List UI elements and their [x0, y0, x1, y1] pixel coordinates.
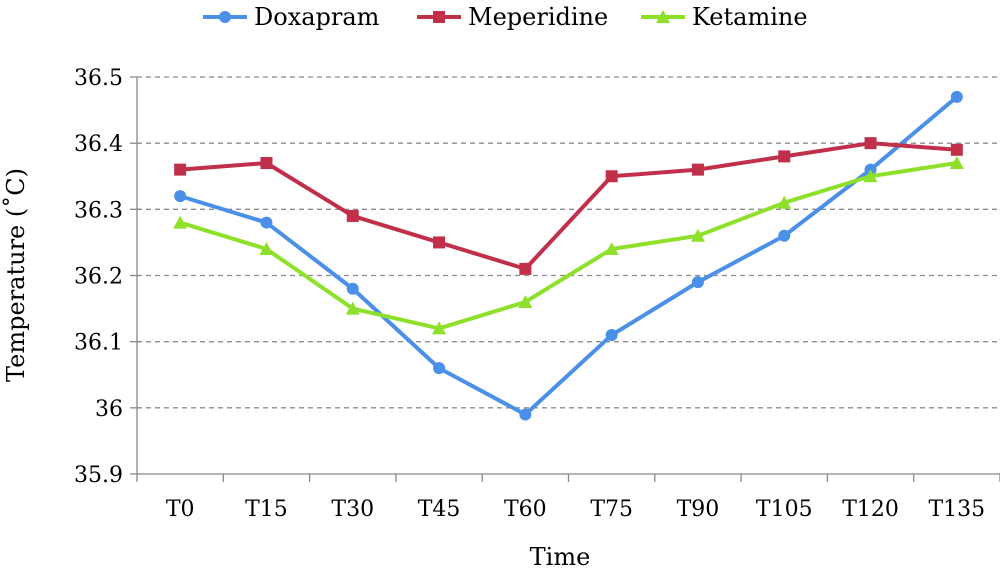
- series-meperidine: [174, 137, 963, 275]
- data-point-meperidine-t0: [174, 163, 187, 176]
- data-point-ketamine-t120: [863, 169, 878, 183]
- legend-item-doxapram: Doxapram: [203, 3, 380, 31]
- legend: Doxapram Meperidine Ketamine: [203, 3, 808, 31]
- series-group: [173, 90, 964, 421]
- y-tick-label: 36.1: [74, 331, 123, 356]
- legend-marker-doxapram: [219, 11, 231, 23]
- series-line-meperidine: [179, 141, 958, 271]
- legend-label-meperidine: Meperidine: [468, 3, 608, 31]
- legend-item-ketamine: Ketamine: [641, 3, 808, 31]
- data-point-ketamine-t0: [173, 215, 188, 229]
- data-point-doxapram-t15: [260, 216, 273, 229]
- series-doxapram: [174, 90, 963, 421]
- x-tick-label-t75: T75: [590, 497, 633, 522]
- data-point-ketamine-t135: [949, 156, 964, 170]
- legend-item-meperidine: Meperidine: [417, 3, 608, 31]
- x-tick-label-t30: T30: [331, 497, 374, 522]
- y-tick-label: 36.2: [74, 265, 123, 290]
- data-point-ketamine-t105: [777, 195, 792, 209]
- data-point-meperidine-t120: [864, 137, 877, 150]
- data-point-meperidine-t30: [346, 209, 359, 222]
- x-tick-label-t60: T60: [504, 497, 547, 522]
- legend-marker-ketamine: [656, 10, 670, 23]
- series-ketamine: [173, 156, 964, 335]
- data-point-doxapram-t135: [950, 90, 963, 103]
- legend-marker-meperidine: [433, 11, 445, 23]
- data-point-ketamine-t15: [259, 242, 274, 256]
- data-point-ketamine-t90: [690, 228, 705, 242]
- data-point-meperidine-t15: [260, 157, 273, 170]
- data-point-meperidine-t90: [691, 163, 704, 176]
- y-tick-label: 36.4: [74, 132, 123, 157]
- y-axis-title: Temperature (˚C): [2, 168, 30, 382]
- data-point-doxapram-t30: [346, 282, 359, 295]
- x-tick-label-t45: T45: [418, 497, 461, 522]
- y-tick-label: 36.3: [74, 198, 123, 223]
- series-line-doxapram: [179, 95, 959, 417]
- data-point-meperidine-t45: [433, 236, 446, 249]
- x-tick-label-t15: T15: [245, 497, 288, 522]
- data-point-doxapram-t0: [174, 190, 187, 203]
- x-tick-label-t105: T105: [756, 497, 813, 522]
- x-axis-title: Time: [530, 543, 591, 571]
- y-tick-label: 36.5: [74, 66, 123, 91]
- axes: [130, 76, 1000, 482]
- x-tick-labels: T0 T15 T30 T45 T60 T75 T90 T105 T120 T135: [166, 497, 985, 522]
- data-point-ketamine-t45: [432, 321, 447, 335]
- data-point-doxapram-t60: [519, 408, 532, 421]
- y-tick-label: 36: [95, 397, 123, 422]
- x-tick-label-t90: T90: [677, 497, 720, 522]
- data-point-meperidine-t105: [778, 150, 791, 163]
- x-tick-label-t135: T135: [929, 497, 986, 522]
- data-point-ketamine-t60: [518, 294, 533, 308]
- y-tick-label: 35.9: [74, 463, 123, 488]
- data-point-meperidine-t135: [950, 143, 963, 156]
- data-point-doxapram-t45: [433, 362, 446, 375]
- x-tick-label-t120: T120: [842, 497, 899, 522]
- data-point-doxapram-t105: [778, 229, 791, 242]
- series-line-ketamine: [179, 161, 958, 331]
- y-tick-labels: 35.9 36 36.1 36.2 36.3 36.4 36.5: [74, 66, 123, 488]
- data-point-meperidine-t75: [605, 170, 618, 183]
- data-point-ketamine-t30: [345, 301, 360, 315]
- data-point-doxapram-t90: [691, 276, 704, 289]
- data-point-ketamine-t75: [604, 242, 619, 256]
- data-point-meperidine-t60: [519, 262, 532, 275]
- data-point-doxapram-t75: [605, 329, 618, 342]
- legend-label-doxapram: Doxapram: [254, 3, 380, 31]
- legend-label-ketamine: Ketamine: [692, 3, 808, 31]
- x-tick-label-t0: T0: [166, 497, 195, 522]
